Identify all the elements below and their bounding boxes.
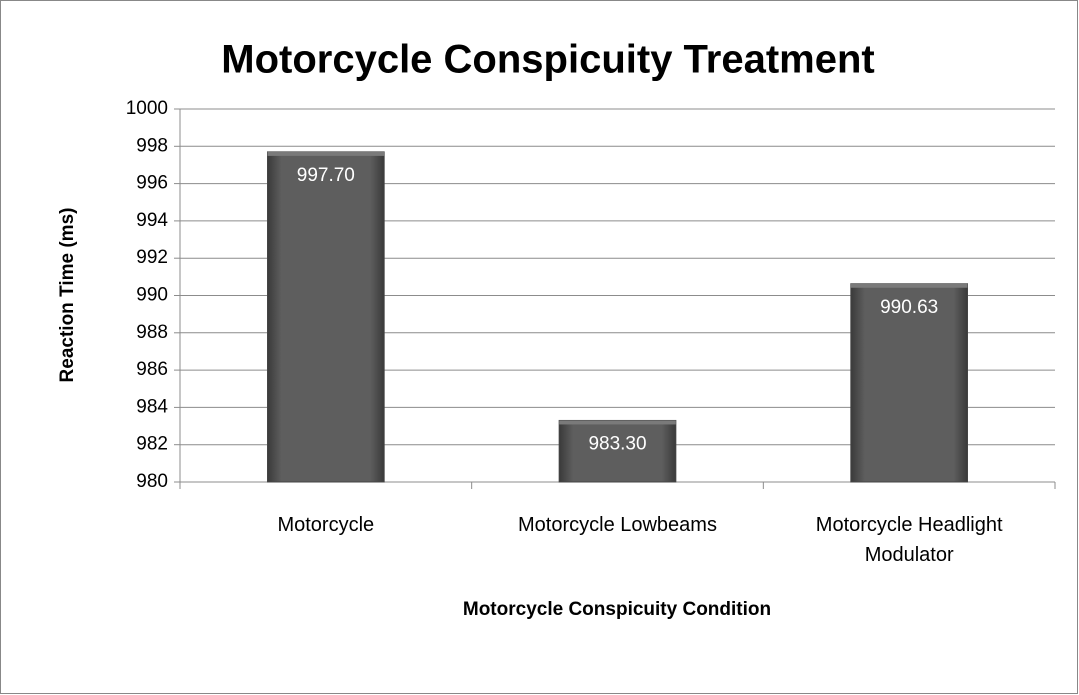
x-tick-label: Motorcycle xyxy=(277,514,375,536)
y-tick-label: 994 xyxy=(136,210,168,231)
y-tick-label: 992 xyxy=(136,247,168,268)
x-axis-label: Motorcycle Conspicuity Condition xyxy=(463,599,771,620)
y-tick-label: 988 xyxy=(136,322,168,343)
bar-top xyxy=(267,151,385,156)
value-label: 990.63 xyxy=(880,297,938,318)
y-tick-label: 984 xyxy=(136,396,168,417)
y-tick-label: 980 xyxy=(136,471,168,492)
bar xyxy=(558,419,677,483)
y-tick-label: 990 xyxy=(136,285,168,306)
y-tick-label: 1000 xyxy=(126,98,168,119)
bar xyxy=(850,283,968,483)
y-tick-label: 998 xyxy=(136,135,168,156)
bar-top xyxy=(850,283,968,288)
bar-top xyxy=(559,420,676,425)
value-label: 997.70 xyxy=(297,165,355,186)
chart-title: Motorcycle Conspicuity Treatment xyxy=(221,38,874,82)
y-tick-label: 982 xyxy=(136,434,168,455)
x-tick-label: Motorcycle Lowbeams xyxy=(518,514,717,536)
bar xyxy=(267,151,385,483)
y-tick-label: 986 xyxy=(136,359,168,380)
x-tick-label: Motorcycle Headlight Modulator xyxy=(815,514,1003,566)
y-axis-label: Reaction Time (ms) xyxy=(57,208,78,383)
value-label: 983.30 xyxy=(588,433,646,454)
y-tick-label: 996 xyxy=(136,173,168,194)
